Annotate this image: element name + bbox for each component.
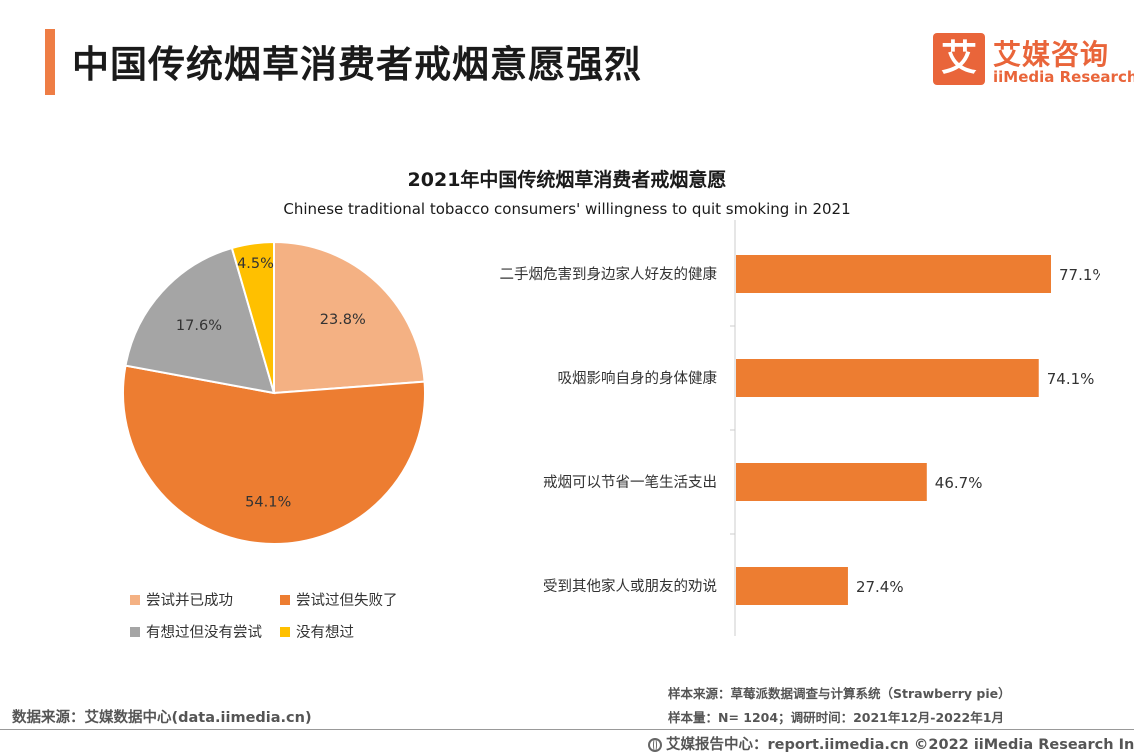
legend-label: 没有想过 <box>296 625 354 641</box>
legend-swatch-never <box>280 627 290 637</box>
chart-subtitle: Chinese traditional tobacco consumers' w… <box>283 200 851 218</box>
bar-value-label: 27.4% <box>856 578 904 596</box>
bar <box>736 567 848 605</box>
legend-item-never: 没有想过 <box>280 621 354 642</box>
legend-label: 有想过但没有尝试 <box>146 625 262 641</box>
legend-swatch-thought <box>130 627 140 637</box>
logo-text-cn: 艾媒咨询 <box>993 38 1110 71</box>
pie-slice-never <box>230 240 275 394</box>
legend-item-success: 尝试并已成功 <box>130 589 233 610</box>
report-center: 艾媒报告中心：report.iimedia.cn ©2022 iiMedia R… <box>648 733 1134 754</box>
bar-category-label: 吸烟影响自身的身体健康 <box>558 370 718 387</box>
brand-logo: 艾 艾媒咨询 iiMedia Research <box>933 33 1134 89</box>
bar-value-label: 46.7% <box>935 474 983 492</box>
logo-mark: 艾 <box>933 33 985 85</box>
report-center-text: 艾媒报告中心：report.iimedia.cn ©2022 iiMedia R… <box>666 737 1134 753</box>
bar-category-label: 受到其他家人或朋友的劝说 <box>543 578 717 595</box>
sample-size: 样本量：N= 1204；调研时间：2021年12月-2022年1月 <box>668 710 1004 725</box>
data-source: 数据来源：艾媒数据中心(data.iimedia.cn) <box>12 710 312 726</box>
bar <box>736 463 927 501</box>
sample-source: 样本来源：草莓派数据调查与计算系统（Strawberry pie） <box>668 686 1011 701</box>
globe-icon <box>648 738 662 752</box>
chart-title: 2021年中国传统烟草消费者戒烟意愿 <box>407 169 727 191</box>
legend-label: 尝试过但失败了 <box>296 593 398 609</box>
pie-label-thought: 17.6% <box>176 318 222 334</box>
legend-label: 尝试并已成功 <box>146 593 233 609</box>
title-accent-bar <box>45 29 55 95</box>
bar <box>736 359 1039 397</box>
legend-swatch-success <box>130 595 140 605</box>
pie-label-failed: 54.1% <box>245 495 291 511</box>
pie-slice-failed <box>122 364 426 545</box>
bar <box>736 255 1051 293</box>
footer-divider <box>0 729 1134 730</box>
bar-category-label: 二手烟危害到身边家人好友的健康 <box>500 266 718 283</box>
pie-chart: 23.8% 54.1% 17.6% 4.5% <box>122 240 426 545</box>
page-title: 中国传统烟草消费者戒烟意愿强烈 <box>72 43 642 86</box>
pie-slice-thought <box>124 246 276 395</box>
pie-label-success: 23.8% <box>320 312 366 328</box>
pie-slice-success <box>273 240 426 395</box>
legend-item-failed: 尝试过但失败了 <box>280 589 398 610</box>
bar-value-label: 74.1% <box>1047 370 1095 388</box>
bar-category-label: 戒烟可以节省一笔生活支出 <box>543 474 717 491</box>
bar-value-label: 77.1% <box>1059 266 1100 284</box>
bar-chart: 二手烟危害到身边家人好友的健康 77.1% 吸烟影响自身的身体健康 74.1% 戒烟可以… <box>500 220 1100 636</box>
pie-label-never: 4.5% <box>237 256 274 272</box>
legend-swatch-failed <box>280 595 290 605</box>
legend-item-thought: 有想过但没有尝试 <box>130 621 262 642</box>
logo-text-en: iiMedia Research <box>993 68 1134 86</box>
